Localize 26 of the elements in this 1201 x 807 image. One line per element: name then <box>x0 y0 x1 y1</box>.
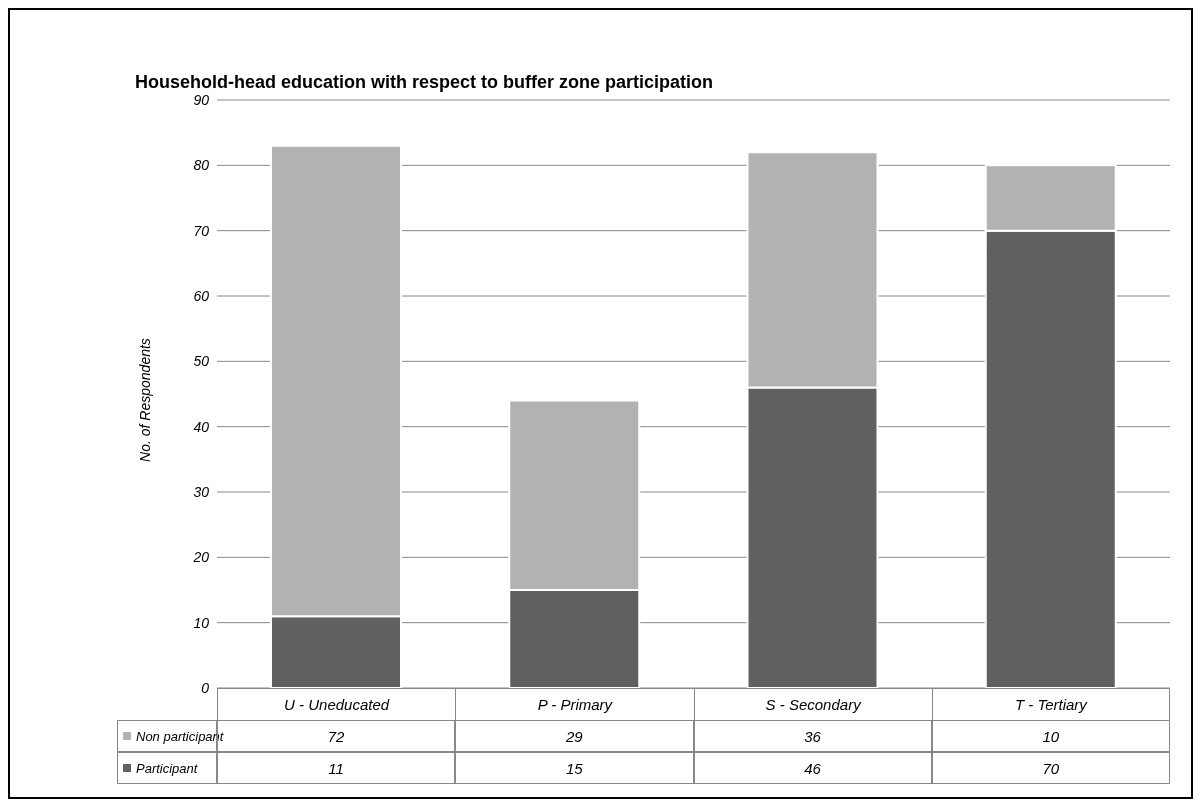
data-label: 29 <box>455 720 694 752</box>
x-tick-label: S - Secondary <box>693 688 932 720</box>
chart-title: Household-head education with respect to buffer zone participation <box>135 72 714 93</box>
y-tick-label: 80 <box>193 157 210 174</box>
y-axis-title: No. of Respondents <box>137 338 153 462</box>
y-tick-label: 0 <box>201 679 210 696</box>
legend-label: Participant <box>117 752 217 784</box>
y-tick-label: 70 <box>193 222 210 239</box>
y-tick-label: 40 <box>193 418 210 435</box>
data-label: 72 <box>327 727 345 745</box>
data-label: 15 <box>455 752 694 784</box>
y-tick-label: 30 <box>193 483 210 500</box>
x-tick-label: U - Uneducated <box>217 688 456 720</box>
data-label: 10 <box>931 720 1170 752</box>
data-label: 46 <box>693 752 932 784</box>
x-tick-label: T - Tertiary <box>931 688 1170 720</box>
data-label: 36 <box>693 720 932 752</box>
x-tick-label: P - Primary <box>455 688 694 720</box>
y-tick-label: 20 <box>192 549 210 566</box>
y-tick-label: 50 <box>193 353 210 370</box>
data-label: 11 <box>217 752 456 784</box>
y-tick-label: 10 <box>193 614 210 631</box>
y-tick-label: 60 <box>193 287 210 304</box>
legend-label: Non participant <box>135 727 224 746</box>
y-tick-label: 90 <box>193 91 210 108</box>
data-label: 70 <box>931 752 1170 784</box>
